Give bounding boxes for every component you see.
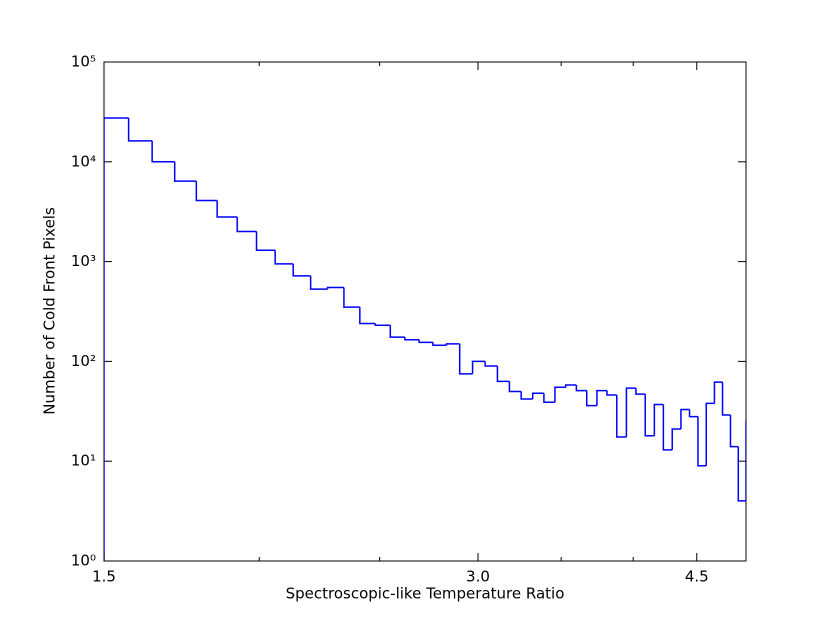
histogram-step	[737, 446, 746, 502]
histogram-step	[359, 307, 376, 325]
histogram-step	[625, 387, 636, 437]
histogram-step	[596, 389, 607, 406]
y-tick-label: 10¹	[71, 452, 96, 470]
histogram-step	[721, 382, 731, 416]
histogram-step	[575, 385, 587, 392]
histogram-step	[671, 428, 681, 450]
histogram-step	[508, 381, 522, 393]
histogram-step	[745, 420, 746, 501]
y-tick-label: 10³	[71, 252, 96, 270]
histogram-step	[255, 231, 276, 251]
histogram-step	[543, 393, 555, 403]
histogram-step	[236, 216, 257, 233]
histogram-step	[173, 161, 197, 182]
histogram-step	[445, 343, 460, 346]
histogram-step	[309, 275, 328, 290]
histogram-step	[389, 325, 405, 338]
histogram-step	[195, 181, 218, 202]
histogram-step	[520, 391, 533, 400]
histogram-step	[705, 402, 715, 466]
histogram-step	[216, 200, 238, 218]
histogram-step	[565, 384, 577, 388]
x-tick-label: 1.5	[92, 568, 116, 586]
y-tick-label: 10²	[71, 352, 96, 370]
histogram-step	[662, 404, 673, 451]
histogram-step	[554, 386, 566, 403]
histogram-step	[484, 361, 498, 367]
histogram-step	[104, 117, 129, 561]
histogram-step	[496, 365, 510, 383]
x-axis-label: Spectroscopic-like Temperature Ratio	[286, 585, 565, 603]
histogram-step	[127, 117, 153, 142]
plot-area	[104, 117, 746, 561]
histogram-step	[274, 250, 294, 265]
histogram-step	[606, 390, 617, 396]
histogram-step	[531, 392, 544, 399]
histogram-step	[729, 415, 739, 448]
histogram-step	[688, 409, 698, 418]
histogram-step	[326, 286, 344, 290]
x-tick-label: 4.5	[685, 568, 709, 586]
histogram-step	[458, 343, 473, 375]
y-tick-label: 10⁰	[71, 552, 96, 570]
axes-frame	[103, 61, 747, 562]
histogram-step	[644, 394, 655, 437]
histogram-step	[713, 381, 723, 404]
y-tick-label: 10⁴	[71, 152, 96, 170]
histogram-step	[697, 416, 707, 467]
histogram-step	[635, 388, 646, 395]
histogram-step	[432, 342, 447, 347]
histogram-step	[586, 390, 597, 407]
histogram-step	[471, 360, 486, 374]
histogram-step	[418, 339, 434, 344]
histogram-step	[292, 263, 311, 277]
histogram-step	[343, 287, 360, 308]
histogram-step	[374, 323, 391, 327]
histogram-step	[680, 408, 690, 430]
y-tick-label: 10⁵	[71, 53, 96, 71]
y-axis-label: Number of Cold Front Pixels	[41, 207, 59, 415]
x-tick-label: 3.0	[466, 568, 490, 586]
histogram-step	[653, 403, 664, 436]
histogram-step	[616, 395, 627, 438]
histogram-step	[404, 337, 420, 341]
histogram-step	[151, 140, 175, 163]
